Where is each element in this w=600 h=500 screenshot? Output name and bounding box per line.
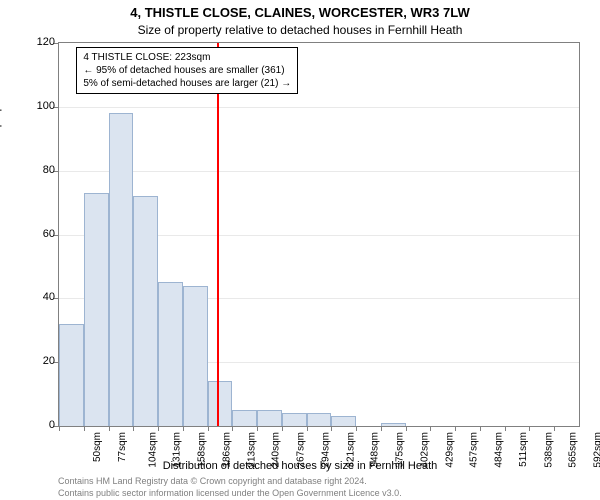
- histogram-bar: [232, 410, 257, 426]
- histogram-bar: [381, 423, 406, 426]
- x-tick: [257, 426, 258, 431]
- x-tick-label: 294sqm: [320, 432, 331, 468]
- histogram-bar: [282, 413, 307, 426]
- x-tick: [381, 426, 382, 431]
- histogram-bar: [158, 282, 183, 426]
- x-tick-label: 213sqm: [246, 432, 257, 468]
- info-box-line: 5% of semi-detached houses are larger (2…: [83, 77, 291, 90]
- y-tick-label: 40: [43, 291, 55, 303]
- x-tick: [109, 426, 110, 431]
- x-tick-label: 565sqm: [568, 432, 579, 468]
- x-tick: [430, 426, 431, 431]
- x-tick: [554, 426, 555, 431]
- x-tick: [331, 426, 332, 431]
- x-tick: [84, 426, 85, 431]
- histogram-bar: [208, 381, 233, 426]
- x-tick-label: 348sqm: [370, 432, 381, 468]
- histogram-bar: [257, 410, 282, 426]
- info-box-line: ← 95% of detached houses are smaller (36…: [83, 64, 291, 77]
- x-tick-label: 158sqm: [197, 432, 208, 468]
- x-tick: [529, 426, 530, 431]
- y-tick-label: 80: [43, 164, 55, 176]
- y-gridline: [59, 107, 579, 108]
- info-box: 4 THISTLE CLOSE: 223sqm← 95% of detached…: [76, 47, 298, 94]
- y-tick-label: 0: [49, 419, 55, 431]
- x-tick-label: 457sqm: [469, 432, 480, 468]
- x-tick-label: 77sqm: [117, 432, 128, 462]
- y-tick-label: 120: [37, 36, 55, 48]
- title-sub: Size of property relative to detached ho…: [0, 23, 600, 37]
- x-tick: [208, 426, 209, 431]
- histogram-bar: [109, 113, 134, 426]
- x-tick: [406, 426, 407, 431]
- info-box-line: 4 THISTLE CLOSE: 223sqm: [83, 51, 291, 64]
- x-tick: [59, 426, 60, 431]
- x-tick-label: 321sqm: [345, 432, 356, 468]
- x-tick-label: 186sqm: [221, 432, 232, 468]
- y-gridline: [59, 171, 579, 172]
- x-tick: [480, 426, 481, 431]
- x-tick: [356, 426, 357, 431]
- x-tick: [232, 426, 233, 431]
- x-tick-label: 104sqm: [147, 432, 158, 468]
- x-tick: [282, 426, 283, 431]
- x-tick-label: 429sqm: [444, 432, 455, 468]
- footer-line-2: Contains public sector information licen…: [58, 488, 402, 498]
- histogram-bar: [133, 196, 158, 426]
- x-tick-label: 50sqm: [92, 432, 103, 462]
- x-tick-label: 592sqm: [593, 432, 600, 468]
- x-tick: [307, 426, 308, 431]
- x-tick-label: 402sqm: [419, 432, 430, 468]
- x-tick-label: 131sqm: [172, 432, 183, 468]
- y-axis-label: Number of detached properties: [0, 78, 2, 230]
- chart-container: 4, THISTLE CLOSE, CLAINES, WORCESTER, WR…: [0, 0, 600, 500]
- x-tick-label: 538sqm: [543, 432, 554, 468]
- x-tick-label: 375sqm: [395, 432, 406, 468]
- x-tick: [505, 426, 506, 431]
- histogram-bar: [331, 416, 356, 426]
- histogram-bar: [84, 193, 109, 426]
- x-tick-label: 267sqm: [296, 432, 307, 468]
- y-tick-label: 20: [43, 355, 55, 367]
- x-tick: [183, 426, 184, 431]
- y-tick-label: 60: [43, 228, 55, 240]
- footer-line-1: Contains HM Land Registry data © Crown c…: [58, 476, 367, 486]
- x-tick-label: 511sqm: [518, 432, 529, 467]
- x-tick-label: 484sqm: [494, 432, 505, 468]
- y-tick-label: 100: [37, 100, 55, 112]
- histogram-bar: [59, 324, 84, 426]
- histogram-bar: [183, 286, 208, 426]
- x-tick: [133, 426, 134, 431]
- x-tick-label: 240sqm: [271, 432, 282, 468]
- histogram-bar: [307, 413, 332, 426]
- title-main: 4, THISTLE CLOSE, CLAINES, WORCESTER, WR…: [0, 5, 600, 20]
- x-tick: [158, 426, 159, 431]
- chart-plot-area: 4 THISTLE CLOSE: 223sqm← 95% of detached…: [58, 42, 580, 427]
- x-tick: [455, 426, 456, 431]
- marker-line: [217, 43, 219, 426]
